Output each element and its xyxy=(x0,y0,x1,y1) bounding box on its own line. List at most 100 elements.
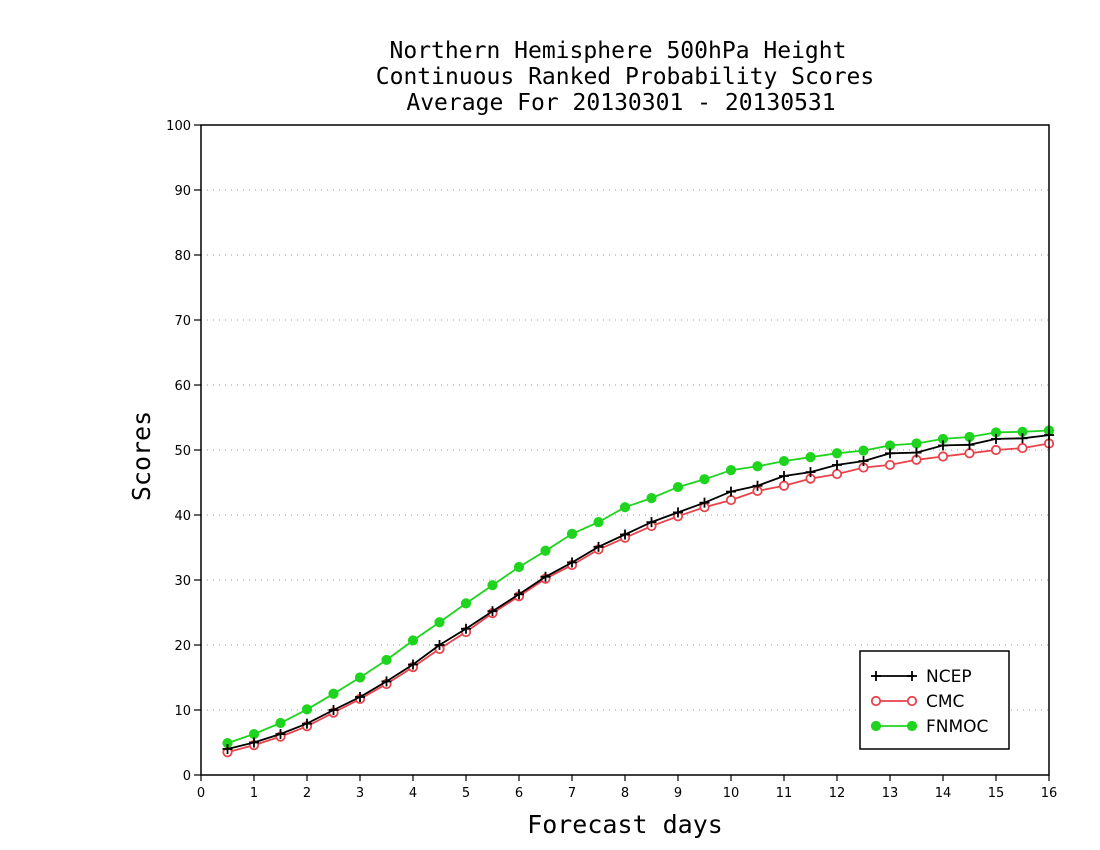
data-point-fnmoc xyxy=(248,728,260,740)
y-tick-label: 40 xyxy=(174,509,191,524)
data-point-ncep xyxy=(832,459,842,470)
y-tick-label: 100 xyxy=(166,119,191,134)
x-tick-label: 7 xyxy=(568,786,576,801)
data-point-ncep xyxy=(805,467,816,478)
data-point-ncep xyxy=(991,433,1001,444)
y-axis-ticks: 0 10 20 30 40 50 60 70 80 90 100 xyxy=(166,119,201,784)
y-tick-label: 30 xyxy=(174,574,191,589)
chart-title-line-3: Average For 20130301 - 20130531 xyxy=(406,90,835,116)
x-tick-label: 3 xyxy=(356,786,364,801)
x-tick-label: 15 xyxy=(988,786,1005,801)
x-tick-label: 4 xyxy=(409,786,417,801)
data-point-fnmoc xyxy=(301,704,313,715)
data-point-fnmoc xyxy=(460,598,472,609)
data-point-ncep xyxy=(487,606,498,617)
y-tick-label: 70 xyxy=(174,314,191,329)
series-fnmoc xyxy=(222,425,1055,749)
y-tick-label: 50 xyxy=(174,444,191,459)
legend-box xyxy=(859,650,1010,750)
data-point-fnmoc xyxy=(646,493,657,504)
data-point-fnmoc xyxy=(540,545,551,556)
data-point-ncep xyxy=(593,541,604,552)
x-tick-label: 5 xyxy=(462,786,470,801)
legend-item-cmc: CMC xyxy=(870,692,964,712)
data-point-ncep xyxy=(302,718,312,729)
x-tick-label: 8 xyxy=(621,786,629,801)
legend-label-fnmoc: FNMOC xyxy=(926,717,988,737)
data-point-ncep xyxy=(858,456,869,467)
x-tick-label: 6 xyxy=(515,786,523,801)
legend-item-fnmoc: FNMOC xyxy=(870,717,988,737)
data-point-fnmoc xyxy=(407,635,419,646)
data-point-ncep xyxy=(646,517,657,528)
data-point-ncep xyxy=(673,507,683,518)
data-point-ncep xyxy=(1017,433,1028,444)
x-axis-label: Forecast days xyxy=(527,810,723,839)
x-tick-label: 12 xyxy=(829,786,846,801)
data-point-fnmoc xyxy=(593,517,604,528)
x-tick-label: 14 xyxy=(935,786,952,801)
x-tick-label: 2 xyxy=(303,786,311,801)
series-ncep xyxy=(222,430,1054,754)
chart-title-line-2: Continuous Ranked Probability Scores xyxy=(376,64,875,90)
data-point-ncep xyxy=(779,471,789,481)
data-point-fnmoc xyxy=(381,654,392,666)
data-point-cmc xyxy=(990,444,1002,456)
x-tick-label: 11 xyxy=(776,786,793,801)
data-point-cmc xyxy=(964,448,975,459)
data-point-fnmoc xyxy=(566,528,578,539)
x-axis-ticks: 0 1 2 3 4 5 6 7 8 9 10 11 12 13 14 15 16 xyxy=(197,775,1057,801)
data-point-ncep xyxy=(355,692,365,702)
data-point-ncep xyxy=(620,529,630,540)
y-tick-label: 20 xyxy=(174,639,191,654)
data-point-fnmoc xyxy=(725,465,737,476)
data-point-fnmoc xyxy=(354,672,366,683)
y-tick-label: 0 xyxy=(183,769,191,784)
legend-marker-ncep xyxy=(907,671,917,681)
data-point-ncep xyxy=(567,557,577,568)
data-point-ncep xyxy=(434,640,445,650)
legend-marker-fnmoc xyxy=(906,720,918,732)
legend-marker-ncep xyxy=(871,671,881,681)
data-point-fnmoc xyxy=(911,438,922,449)
data-point-ncep xyxy=(249,737,259,748)
data-point-fnmoc xyxy=(487,580,498,591)
data-point-ncep xyxy=(514,589,524,600)
y-tick-label: 80 xyxy=(174,249,191,264)
data-point-ncep xyxy=(540,571,551,582)
data-point-ncep xyxy=(938,440,948,451)
legend-label-ncep: NCEP xyxy=(926,667,972,687)
y-tick-label: 60 xyxy=(174,379,191,394)
data-point-ncep xyxy=(752,480,763,491)
data-point-ncep xyxy=(964,439,975,450)
x-tick-label: 10 xyxy=(723,786,740,801)
legend-label-cmc: CMC xyxy=(926,692,964,712)
data-point-ncep xyxy=(381,676,392,687)
legend-marker-fnmoc xyxy=(870,720,882,732)
legend-marker-cmc xyxy=(906,695,918,707)
x-tick-label: 16 xyxy=(1041,786,1058,801)
data-point-cmc xyxy=(778,480,790,491)
data-point-cmc xyxy=(1017,442,1028,454)
data-point-ncep xyxy=(699,497,710,508)
y-tick-label: 10 xyxy=(174,704,191,719)
data-point-fnmoc xyxy=(805,452,816,463)
data-point-fnmoc xyxy=(699,474,710,485)
data-point-fnmoc xyxy=(513,561,525,573)
legend-items: NCEP CMC FNMOC xyxy=(870,667,988,737)
data-point-fnmoc xyxy=(619,502,631,513)
data-point-ncep xyxy=(328,705,339,715)
legend-item-ncep: NCEP xyxy=(871,667,972,687)
x-tick-label: 13 xyxy=(882,786,899,801)
y-tick-label: 90 xyxy=(174,184,191,199)
data-point-fnmoc xyxy=(831,448,843,459)
data-point-ncep xyxy=(911,447,922,458)
data-point-cmc xyxy=(937,451,949,462)
data-point-fnmoc xyxy=(275,717,286,729)
data-point-cmc xyxy=(831,468,843,480)
data-point-fnmoc xyxy=(672,481,684,493)
data-point-ncep xyxy=(885,448,895,459)
data-point-fnmoc xyxy=(328,688,339,699)
legend-marker-cmc xyxy=(870,695,882,707)
